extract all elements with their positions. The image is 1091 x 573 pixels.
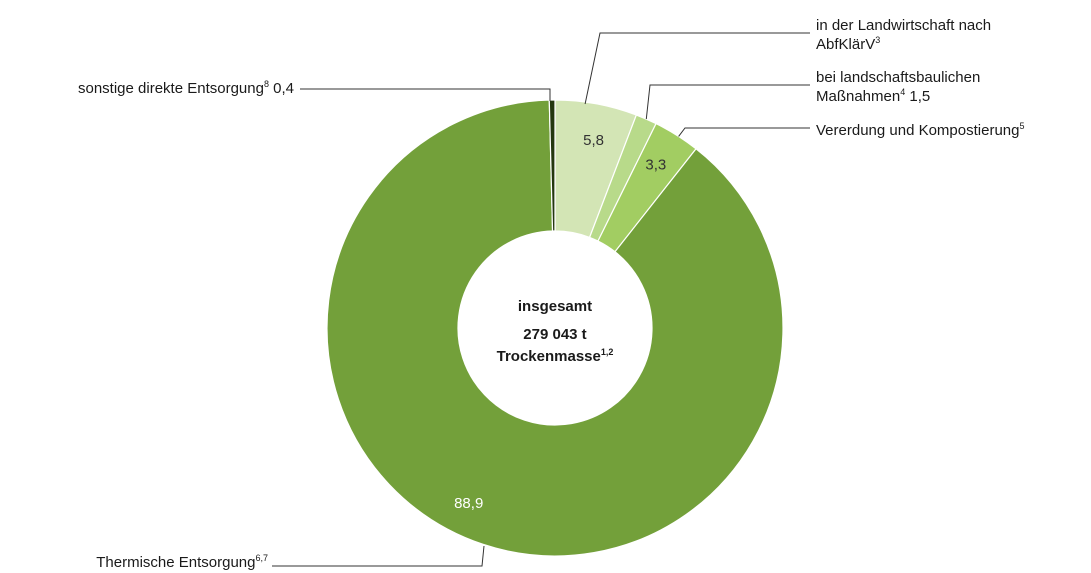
slice-label-sonstige-text: sonstige direkte Entsorgung (78, 80, 264, 97)
slice-label-vererdung-text: Vererdung und Kompostierung (816, 122, 1019, 139)
leader-vererdung (678, 127, 810, 137)
slice-thermisch (326, 99, 784, 557)
value-labels: 5,8 3,3 88,9 (454, 132, 666, 512)
slice-label-sonstige: sonstige direkte Entsorgung8 0,4 (78, 79, 294, 97)
slice-label-landschaftsbau-line-2: Maßnahmen4 1,5 (816, 87, 930, 105)
leader-thermisch (272, 545, 485, 567)
leader-lines (272, 32, 810, 567)
slice-label-landwirtschaft-line-1: in der Landwirtschaft nach (816, 17, 991, 34)
slice-label-thermisch-text: Thermische Entsorgung (96, 554, 255, 571)
slice-label-landwirtschaft-sup: 3 (875, 35, 880, 45)
slice-label-sonstige-line-1: sonstige direkte Entsorgung8 0,4 (78, 79, 294, 97)
center-label: insgesamt 279 043 t Trockenmasse1,2 (497, 298, 614, 365)
slice-label-landwirtschaft: in der Landwirtschaft nach AbfKlärV3 (816, 17, 991, 53)
slice-label-sonstige-value: 0,4 (269, 80, 294, 97)
slice-sonstige (548, 99, 556, 232)
slice-label-landwirtschaft-text: AbfKlärV (816, 36, 875, 53)
value-label-thermisch: 88,9 (454, 495, 483, 512)
slice-label-vererdung: Vererdung und Kompostierung5 (816, 121, 1025, 139)
leader-sonstige (300, 88, 551, 101)
value-label-vererdung: 3,3 (645, 157, 666, 174)
center-line-3: Trockenmasse1,2 (497, 347, 614, 365)
center-line-1: insgesamt (518, 298, 592, 315)
leader-landwirtschaft (584, 32, 810, 105)
slice-label-sonstige-sup: 8 (264, 79, 269, 89)
center-line-2: 279 043 t (523, 326, 586, 343)
slice-label-landschaftsbau-line-1: bei landschaftsbaulichen (816, 69, 980, 86)
slice-label-vererdung-line-1: Vererdung und Kompostierung5 (816, 121, 1025, 139)
slice-label-landschaftsbau: bei landschaftsbaulichen Maßnahmen4 1,5 (816, 69, 980, 105)
slice-label-vererdung-sup: 5 (1019, 121, 1024, 131)
slice-label-thermisch-sup: 6,7 (255, 553, 268, 563)
slice-label-landschaftsbau-text: Maßnahmen (816, 88, 900, 105)
leader-landschaftsbau (645, 84, 810, 120)
slice-label-landschaftsbau-sup: 4 (900, 87, 905, 97)
value-label-landwirtschaft: 5,8 (583, 132, 604, 149)
slice-label-thermisch-line-1: Thermische Entsorgung6,7 (96, 553, 268, 571)
center-line-3-sup: 1,2 (601, 347, 614, 357)
slice-label-thermisch: Thermische Entsorgung6,7 (96, 553, 268, 571)
slice-label-landschaftsbau-value: 1,5 (905, 88, 930, 105)
center-line-3-text: Trockenmasse (497, 348, 601, 365)
slices-group (326, 99, 784, 557)
slice-label-landwirtschaft-line-2: AbfKlärV3 (816, 35, 880, 53)
